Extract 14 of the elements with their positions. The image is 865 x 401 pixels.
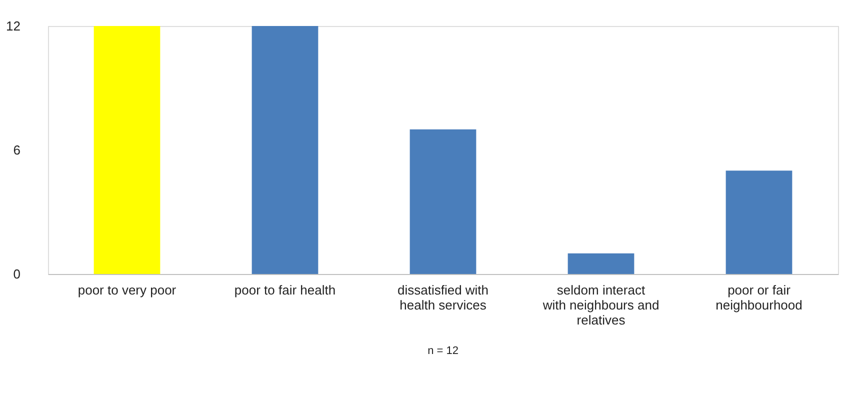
bar [410, 129, 476, 274]
x-tick-label: dissatisfied with health services [397, 282, 489, 312]
x-tick-label: poor or fair neighbourhood [716, 282, 802, 312]
bar [568, 253, 634, 274]
bar [94, 26, 160, 274]
text: n = 12 [428, 345, 458, 357]
y-tick-label: 6 [13, 142, 20, 158]
x-tick-label: poor to very poor [78, 282, 177, 298]
bar [252, 26, 318, 274]
y-tick-label: 12 [6, 18, 20, 34]
bar [726, 170, 792, 274]
x-tick-label: seldom interact with neighbours and relatives [542, 282, 660, 328]
y-tick-label: 0 [13, 266, 20, 282]
x-tick-label: poor to fair health [234, 282, 336, 298]
